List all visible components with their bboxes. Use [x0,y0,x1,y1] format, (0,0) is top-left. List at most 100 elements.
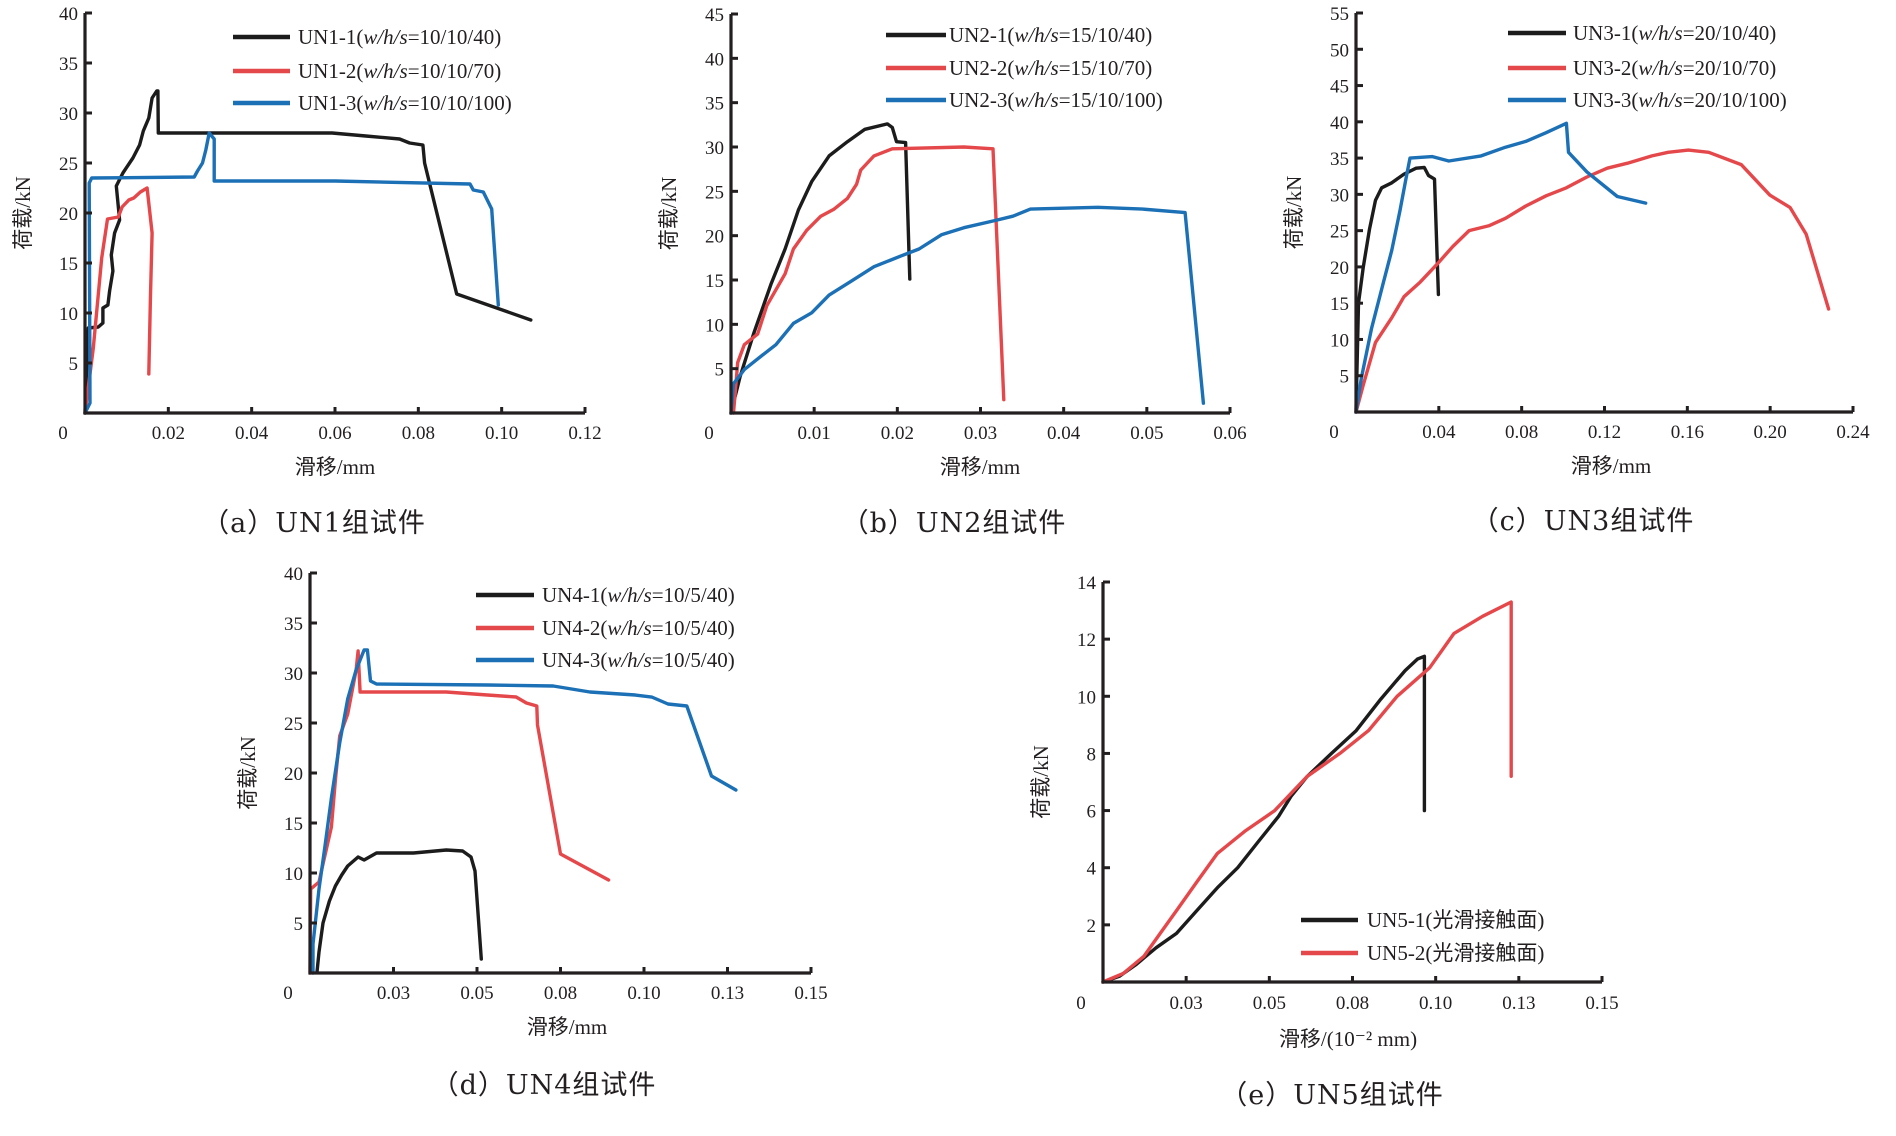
y-tick-label: 20 [1330,258,1349,279]
x-tick-label: 0.24 [1836,422,1870,443]
series-line-un2-1 [729,122,912,415]
panel-caption: （e）UN5组试件 [1220,1080,1444,1111]
x-tick-label: 0.20 [1754,422,1787,443]
x-tick-label: 0.04 [1047,423,1081,444]
x-tick-label: 0.13 [1502,993,1535,1014]
legend-series-value: =10/10/40 [408,25,495,49]
x-tick-label: 0.08 [402,423,435,444]
legend-label: UN2-3(w/h/s=15/10/100) [949,88,1163,112]
y-tick-label: 10 [705,315,724,336]
x-tick-label: 0.10 [1419,993,1452,1014]
y-tick-label: 5 [69,354,79,375]
legend-series-value: =10/5/40 [652,583,728,607]
legend-series-value: =10/5/40 [652,616,728,640]
legend-series-params: w/h/s [1014,23,1058,47]
x-tick-label: 0.15 [1585,993,1618,1014]
legend-series-name: UN2-2 [949,56,1007,80]
series-line-un4-1 [315,848,483,974]
x-tick-label: 0.08 [1336,993,1369,1014]
y-tick-label: 35 [1330,149,1349,170]
x-tick-label: 0.10 [627,983,660,1004]
x-tick-label: 0.05 [1253,993,1286,1014]
panel-caption: （b）UN2组试件 [842,508,1067,539]
y-tick-label: 15 [1330,294,1349,315]
legend-entry-un3-3: UN3-3(w/h/s=20/10/100) [1508,88,1787,112]
y-tick-label: 14 [1077,573,1097,594]
legend-series-name: UN3-3 [1573,88,1631,112]
legend-label: UN4-3(w/h/s=10/5/40) [542,648,735,672]
series-line-un3-3 [1354,121,1648,414]
panel-d: 0 0.03 0.05 0.08 0.10 0.13 0.15 5 10 15 20 25 30 35 40… [236,564,828,1101]
legend-series-name: UN3-2 [1573,56,1631,80]
legend-series-value: =10/10/100 [408,91,505,115]
legend-series-value: =10/5/40 [652,648,728,672]
y-tick-label: 10 [59,304,78,325]
y-tick-label: 25 [284,714,303,735]
x-axis-title: 滑移/(10⁻² mm) [1279,1027,1417,1051]
legend-entry-un2-2: UN2-2(w/h/s=15/10/70) [886,56,1152,80]
x-axis-title: 滑移/mm [940,455,1021,479]
legend-entry-un5-1: UN5-1(光滑接触面) [1301,908,1544,932]
y-tick-label: 50 [1330,40,1349,61]
y-tick-label: 40 [59,4,78,25]
y-tick-label: 45 [705,5,724,26]
legend-series-name: UN3-1 [1573,21,1631,45]
legend-series-value: (光滑接触面) [1425,908,1544,932]
x-tick-label: 0.03 [377,983,410,1004]
x-tick-label: 0.04 [235,423,269,444]
y-tick-label: 20 [705,227,724,248]
panel-caption: （a）UN1组试件 [202,508,426,539]
legend-series-name: UN4-3 [542,648,600,672]
x-tick-label: 0.05 [460,983,493,1004]
x-tick-label: 0 [704,423,714,444]
y-tick-label: 30 [59,104,78,125]
y-tick-label: 30 [705,138,724,159]
legend-entry-un5-2: UN5-2(光滑接触面) [1301,941,1544,965]
x-tick-label: 0.03 [964,423,997,444]
legend-entry-un1-2: UN1-2(w/h/s=10/10/70) [233,59,501,83]
x-tick-label: 0.06 [318,423,351,444]
y-tick-label: 25 [59,154,78,175]
legend-series-value: =10/10/70 [408,59,495,83]
legend-series-params: w/h/s [607,648,651,672]
legend-series-name: UN5-2 [1367,941,1425,965]
legend-series-params: w/h/s [1638,56,1682,80]
legend-entry-un2-3: UN2-3(w/h/s=15/10/100) [886,88,1163,112]
legend-series-params: w/h/s [607,583,651,607]
legend-entry-un4-2: UN4-2(w/h/s=10/5/40) [476,616,735,640]
series-line-un2-2 [731,145,1006,415]
x-tick-label: 0.05 [1130,423,1163,444]
y-tick-label: 15 [59,254,78,275]
legend-series-name: UN4-1 [542,583,600,607]
y-tick-label: 35 [284,614,303,635]
y-tick-label: 25 [1330,222,1349,243]
x-tick-label: 0.03 [1170,993,1203,1014]
x-tick-label: 0.06 [1213,423,1246,444]
y-tick-label: 2 [1087,916,1097,937]
y-tick-label: 10 [1077,687,1096,708]
x-tick-label: 0.08 [544,983,577,1004]
series-line-un2-3 [729,205,1206,415]
panel-e: 0 0.03 0.05 0.08 0.10 0.13 0.15 2 4 6 8 10 12 14 荷载/kN… [1029,573,1619,1111]
x-tick-label: 0.01 [798,423,831,444]
y-tick-label: 40 [705,49,724,70]
legend-series-name: UN5-1 [1367,908,1425,932]
legend-label: UN1-3(w/h/s=10/10/100) [298,91,512,115]
legend-entry-un3-1: UN3-1(w/h/s=20/10/40) [1508,21,1776,45]
legend-label: UN3-2(w/h/s=20/10/70) [1573,56,1776,80]
y-tick-label: 10 [284,864,303,885]
x-tick-label: 0.13 [711,983,744,1004]
legend-label: UN2-2(w/h/s=15/10/70) [949,56,1152,80]
legend-series-value: =15/10/100 [1059,88,1156,112]
y-tick-label: 40 [1330,113,1349,134]
legend-label: UN3-1(w/h/s=20/10/40) [1573,21,1776,45]
legend-series-name: UN4-2 [542,616,600,640]
y-axis-title: 荷载/kN [1029,745,1053,819]
x-tick-label: 0.08 [1505,422,1538,443]
x-tick-label: 0.04 [1422,422,1456,443]
legend-series-params: w/h/s [607,616,651,640]
legend-label: UN4-1(w/h/s=10/5/40) [542,583,735,607]
y-tick-label: 20 [284,764,303,785]
y-tick-label: 4 [1087,859,1097,880]
